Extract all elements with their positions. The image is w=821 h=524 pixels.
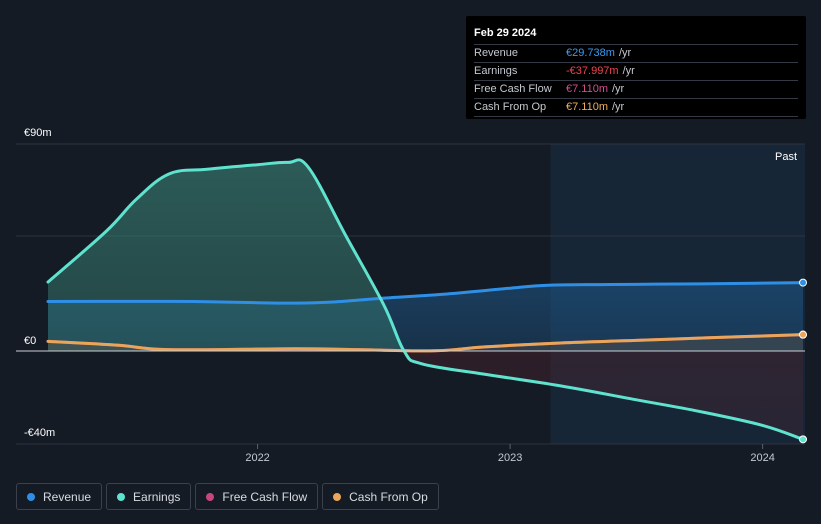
y-tick-label-zero: €0 (24, 335, 36, 347)
free-cash-flow-dot-icon (206, 492, 215, 501)
x-tick-label-2024: 2024 (750, 452, 774, 464)
legend-label: Earnings (133, 489, 181, 504)
legend-label: Free Cash Flow (222, 489, 308, 504)
tooltip-label: Cash From Op (474, 101, 547, 113)
revenue-dot-icon (27, 492, 35, 501)
earnings-endpoint (799, 435, 807, 444)
y-tick-label-bottom: -€40m (24, 427, 55, 439)
tooltip-label: Revenue (474, 47, 519, 59)
tooltip-unit: /yr (612, 101, 625, 113)
legend-item-earnings[interactable]: Earnings (106, 483, 192, 510)
tooltip-value: -€37.997m (566, 65, 619, 77)
legend-label: Cash From Op (349, 489, 428, 504)
tooltip-unit: /yr (618, 47, 632, 59)
legend-item-cash-from-op[interactable]: Cash From Op (322, 483, 439, 510)
cash-from-op-endpoint (799, 330, 807, 339)
data-tooltip: Feb 29 2024 Revenue €29.738m /yr Earning… (466, 16, 806, 119)
earnings-line (46, 158, 805, 441)
tooltip-value: €7.110m (566, 83, 608, 95)
tooltip-label: Free Cash Flow (474, 83, 552, 95)
earnings-area-negative (48, 351, 803, 440)
y-tick-label-top: €90m (24, 127, 52, 139)
tooltip-value: €7.110m (566, 101, 608, 113)
tooltip-label: Earnings (474, 65, 518, 77)
revenue-endpoint (799, 278, 807, 287)
earnings-dot-icon (117, 492, 126, 501)
past-label: Past (775, 151, 797, 163)
tooltip-value: €29.738m (566, 47, 615, 59)
cash-from-op-area (48, 334, 803, 351)
x-tick-label-2022: 2022 (245, 452, 269, 464)
tooltip-unit: /yr (612, 83, 625, 95)
x-tick-label-2023: 2023 (498, 452, 522, 464)
tooltip-row-cash-from-op: Cash From Op €7.110m /yr (474, 99, 798, 117)
tooltip-date: Feb 29 2024 (474, 24, 798, 45)
legend-item-free-cash-flow[interactable]: Free Cash Flow (195, 483, 319, 510)
tooltip-row-earnings: Earnings -€37.997m /yr (474, 63, 798, 81)
legend-item-revenue[interactable]: Revenue (16, 483, 103, 510)
tooltip-row-revenue: Revenue €29.738m /yr (474, 45, 798, 63)
tooltip-unit: /yr (622, 65, 635, 77)
legend-label: Revenue (43, 489, 92, 504)
cash-from-op-dot-icon (333, 492, 342, 501)
tooltip-row-free-cash-flow: Free Cash Flow €7.110m /yr (474, 81, 798, 99)
chart-legend: Revenue Earnings Free Cash Flow Cash Fro… (16, 483, 439, 510)
revenue-line (46, 281, 805, 305)
